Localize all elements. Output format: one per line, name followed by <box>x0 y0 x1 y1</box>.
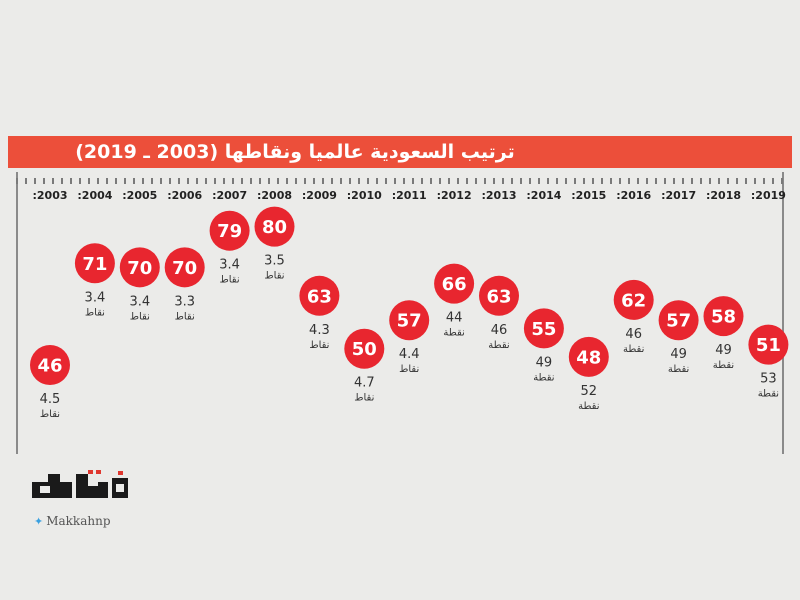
rank-marker <box>568 336 609 377</box>
rank-label: 48 <box>576 347 601 368</box>
rank-label: 80 <box>262 217 287 238</box>
score-label: 44 <box>446 311 463 326</box>
rank-marker <box>434 263 475 304</box>
rank-label: 57 <box>397 311 422 332</box>
score-unit-label: نقاط <box>175 311 195 322</box>
score-label: 4.5 <box>40 392 61 407</box>
year-label: :2010 <box>347 189 382 202</box>
rank-label: 57 <box>666 311 691 332</box>
rank-label: 63 <box>486 286 511 307</box>
left-axis-line <box>16 172 18 454</box>
year-label: :2019 <box>751 189 786 202</box>
rank-label: 55 <box>531 319 556 340</box>
year-label: :2016 <box>616 189 651 202</box>
score-label: 4.4 <box>399 347 420 362</box>
year-label: :2004 <box>77 189 112 202</box>
rank-marker <box>164 247 205 288</box>
rank-marker <box>30 345 70 385</box>
score-label: 3.4 <box>219 258 240 273</box>
year-label: :2009 <box>302 189 337 202</box>
year-label: :2018 <box>706 189 741 202</box>
score-unit-label: نقاط <box>354 393 374 404</box>
year-label: :2007 <box>212 189 247 202</box>
right-axis-line <box>782 172 784 454</box>
score-unit-label: نقطة <box>758 389 779 400</box>
score-unit-label: نقاط <box>399 364 419 375</box>
rank-marker <box>119 247 160 288</box>
score-label: 3.4 <box>85 290 106 305</box>
makkah-logo-icon <box>32 470 128 498</box>
score-label: 4.3 <box>309 323 330 338</box>
year-label: :2005 <box>122 189 157 202</box>
rank-label: 71 <box>82 254 107 275</box>
rank-marker <box>389 300 430 341</box>
rank-label: 79 <box>217 221 242 242</box>
rank-marker <box>748 324 789 365</box>
rank-marker <box>209 210 250 251</box>
rank-marker <box>299 275 340 316</box>
score-unit-label: نقطة <box>578 401 599 412</box>
logo-handle-text: Makkahnp <box>46 514 111 528</box>
year-label: :2008 <box>257 189 292 202</box>
logo-handle: ✦ Makkahnp <box>34 514 111 528</box>
score-unit-label: نقاط <box>40 409 60 420</box>
rank-marker <box>658 300 699 341</box>
score-unit-label: نقطة <box>443 328 464 339</box>
score-unit-label: نقاط <box>309 340 329 351</box>
rank-label: 50 <box>352 339 377 360</box>
rank-marker <box>344 328 385 369</box>
score-label: 53 <box>760 372 777 387</box>
score-label: 52 <box>581 384 598 399</box>
year-label: :2017 <box>661 189 696 202</box>
score-unit-label: نقطة <box>533 372 554 383</box>
score-unit-label: نقطة <box>623 344 644 355</box>
rank-label: 51 <box>756 335 781 356</box>
year-label: :2011 <box>392 189 427 202</box>
score-unit-label: نقاط <box>85 307 105 318</box>
rank-label: 70 <box>172 258 197 279</box>
rank-marker <box>613 279 654 320</box>
score-label: 3.4 <box>129 294 150 309</box>
score-label: 3.5 <box>264 254 285 269</box>
rank-label: 46 <box>37 356 62 377</box>
score-unit-label: نقاط <box>130 311 150 322</box>
score-label: 4.7 <box>354 376 375 391</box>
score-unit-label: نقاط <box>220 275 240 286</box>
bird-icon: ✦ <box>34 514 44 528</box>
year-label: :2014 <box>526 189 561 202</box>
chart-title-bar: ترتيب السعودية عالميا ونقاطها (2003 ـ 20… <box>8 136 792 168</box>
rank-marker <box>254 206 295 247</box>
year-label: :2015 <box>571 189 606 202</box>
rank-marker <box>479 275 519 316</box>
year-label: :2006 <box>167 189 202 202</box>
score-label: 49 <box>536 355 553 370</box>
year-label: :2003 <box>32 189 67 202</box>
tick-marks <box>16 178 784 184</box>
rank-label: 58 <box>711 307 736 328</box>
score-label: 46 <box>625 327 642 342</box>
rank-label: 63 <box>307 286 332 307</box>
score-unit-label: نقطة <box>668 364 689 375</box>
score-unit-label: نقطة <box>713 360 734 371</box>
score-label: 46 <box>491 323 508 338</box>
score-unit-label: نقطة <box>488 340 509 351</box>
rank-label: 70 <box>127 258 152 279</box>
score-label: 3.3 <box>174 294 195 309</box>
score-label: 49 <box>670 347 687 362</box>
rank-label: 66 <box>442 274 467 295</box>
rank-marker <box>703 296 744 337</box>
rank-label: 62 <box>621 290 646 311</box>
year-label: :2012 <box>437 189 472 202</box>
rank-marker <box>523 308 564 349</box>
score-unit-label: نقاط <box>264 271 284 282</box>
chart-title: ترتيب السعودية عالميا ونقاطها (2003 ـ 20… <box>75 141 515 163</box>
year-label: :2013 <box>481 189 516 202</box>
rank-marker <box>74 243 115 284</box>
score-label: 49 <box>715 343 732 358</box>
